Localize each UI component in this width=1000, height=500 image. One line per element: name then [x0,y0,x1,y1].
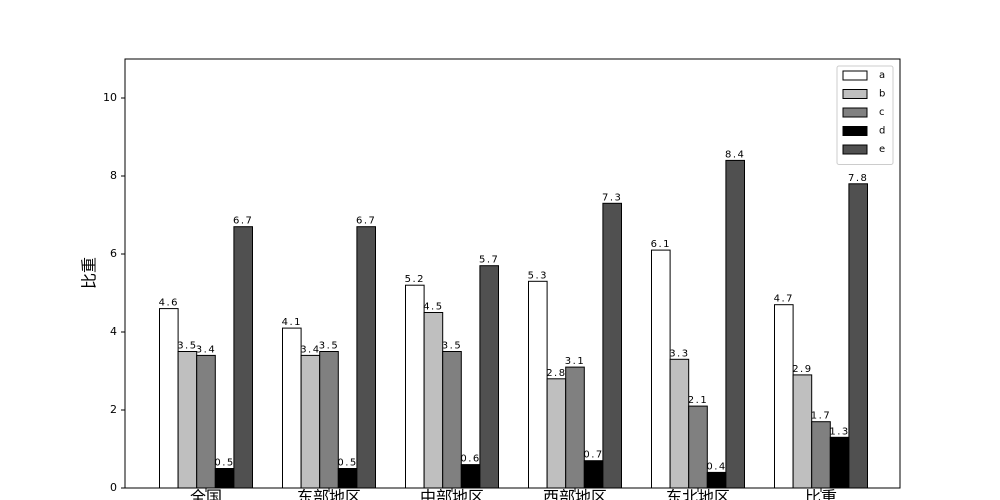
y-tick-label: 4 [110,325,117,338]
bar [829,436,850,489]
value-label: 3.3 [669,348,689,359]
bar [583,460,604,489]
bar [792,374,813,489]
legend-label: b [879,89,885,100]
value-label: 5.3 [528,270,548,281]
x-tick-label: 西部地区 [543,488,607,500]
bar [651,249,671,489]
x-tick-label: 比重 [805,488,837,500]
value-label: 4.1 [282,317,302,328]
bar [565,366,585,489]
bar [528,280,548,489]
y-tick-label: 8 [110,169,117,182]
bar [196,354,216,489]
value-label: 6.1 [651,239,671,250]
bar [337,468,358,489]
plot-frame [124,58,901,489]
legend-swatch [842,89,868,99]
bar [479,265,499,489]
bar [460,464,481,489]
legend-label: a [879,70,885,81]
legend-swatch [842,144,868,155]
legend-swatch [842,126,868,136]
bar [546,378,567,489]
value-label: 3.4 [300,344,320,355]
value-label: 3.1 [565,356,585,367]
value-label: 7.3 [602,192,622,203]
bar [405,284,425,489]
bar [319,351,339,489]
x-tick-label: 东部地区 [297,488,361,500]
bar [774,304,794,489]
bar [688,405,708,489]
value-label: 8.4 [725,149,745,160]
legend-label: d [879,126,885,137]
value-label: 3.5 [442,341,462,352]
value-label: 0.6 [460,454,480,465]
bar [356,226,376,489]
value-label: 6.7 [356,216,376,227]
x-tick-label: 东北地区 [666,488,730,500]
bar [423,312,444,489]
value-label: 7.8 [848,173,868,184]
bar [602,202,623,489]
value-label: 4.6 [159,298,179,309]
value-label: 4.7 [774,294,794,305]
bar [848,183,869,489]
value-label: 2.1 [688,395,708,406]
x-tick-label: 中部地区 [420,488,484,500]
value-label: 5.7 [479,255,499,266]
bar [282,327,302,489]
bar [177,351,198,489]
value-label: 2.9 [792,364,812,375]
value-label: 1.7 [811,411,831,422]
value-label: 1.3 [829,426,849,437]
bar [669,358,690,489]
bar [811,421,831,489]
x-tick-label: 全国 [190,488,222,500]
value-label: 0.7 [583,450,603,461]
bar [159,308,179,489]
bar [706,471,727,489]
value-label: 4.5 [423,302,443,313]
y-tick-label: 2 [110,403,117,416]
y-tick-label: 0 [110,481,117,494]
value-label: 0.5 [214,458,234,469]
legend-label: c [879,107,885,118]
value-label: 0.4 [706,461,726,472]
y-tick-label: 10 [103,91,117,104]
value-label: 3.4 [196,344,216,355]
value-label: 2.8 [546,368,566,379]
value-label: 0.5 [337,458,357,469]
y-axis-label: 比重 [80,257,99,289]
y-tick-label: 6 [110,247,117,260]
value-label: 5.2 [405,274,425,285]
bar [233,226,253,489]
bar [214,468,235,489]
legend-swatch [842,70,868,81]
bar [300,354,321,489]
bar [442,351,462,489]
legend-swatch [842,107,868,118]
bar [725,159,746,489]
legend-label: e [879,144,885,155]
value-label: 3.5 [177,341,197,352]
value-label: 6.7 [233,216,253,227]
value-label: 3.5 [319,341,339,352]
